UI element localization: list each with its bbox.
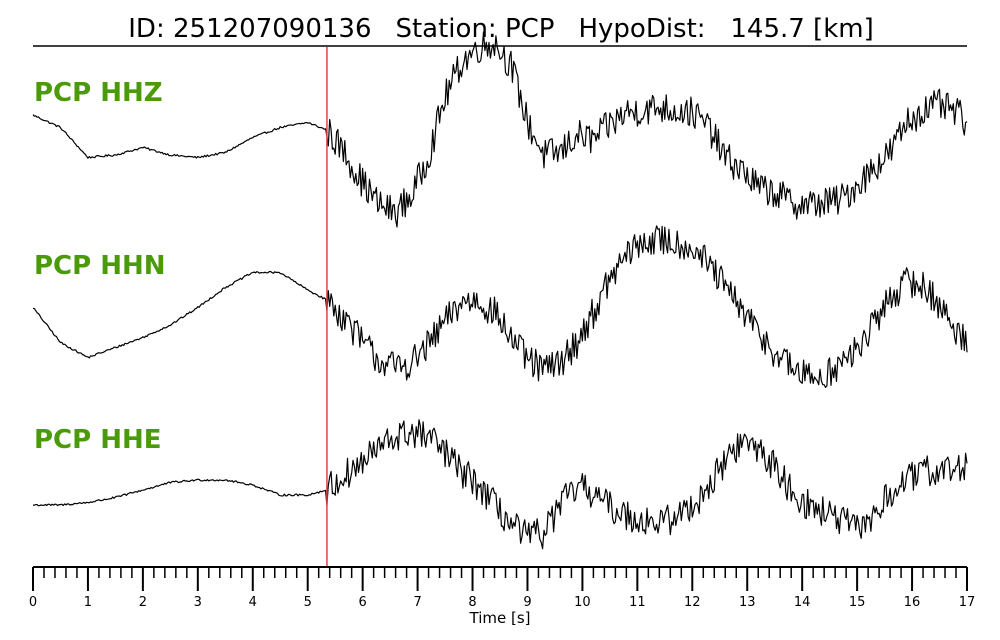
trace-label-hhe: PCP HHE — [34, 425, 162, 455]
x-tick-label: 17 — [959, 595, 976, 610]
waveform-hhn — [32, 225, 968, 388]
x-tick-label: 2 — [139, 595, 147, 610]
trace-labels: PCP HHZ PCP HHN PCP HHE — [34, 78, 166, 455]
x-tick-label: 15 — [849, 595, 866, 610]
x-tick-label: 7 — [413, 595, 421, 610]
x-tick-label: 13 — [739, 595, 756, 610]
title-event-id: ID: 251207090136 — [128, 14, 371, 44]
figure-title: ID: 251207090136 Station: PCP HypoDist: 14… — [128, 14, 873, 44]
x-tick-label: 16 — [904, 595, 921, 610]
x-tick-label: 8 — [468, 595, 476, 610]
x-tick-label: 3 — [194, 595, 202, 610]
waveform-hhe — [33, 419, 968, 550]
x-tick-label: 6 — [359, 595, 367, 610]
x-tick-label: 11 — [629, 595, 646, 610]
waveform-hhz — [32, 31, 968, 228]
x-tick-label: 0 — [29, 595, 37, 610]
x-tick-label: 12 — [684, 595, 701, 610]
time-axis: 0 1 2 3 4 5 6 7 8 9 10 11 12 13 14 15 16 17 — [29, 566, 976, 610]
x-tick-label: 4 — [249, 595, 257, 610]
title-hypodist: HypoDist: 145.7 [km] — [578, 14, 873, 44]
trace-label-hhn: PCP HHN — [34, 251, 166, 281]
waveform-traces — [32, 31, 968, 550]
x-tick-label: 9 — [523, 595, 531, 610]
x-tick-label: 5 — [304, 595, 312, 610]
x-tick-label: 14 — [794, 595, 811, 610]
x-axis-title: Time [s] — [469, 609, 531, 627]
trace-label-hhz: PCP HHZ — [34, 78, 163, 108]
x-tick-label: 1 — [84, 595, 92, 610]
title-station: Station: PCP — [395, 14, 554, 44]
x-tick-label: 10 — [574, 595, 591, 610]
